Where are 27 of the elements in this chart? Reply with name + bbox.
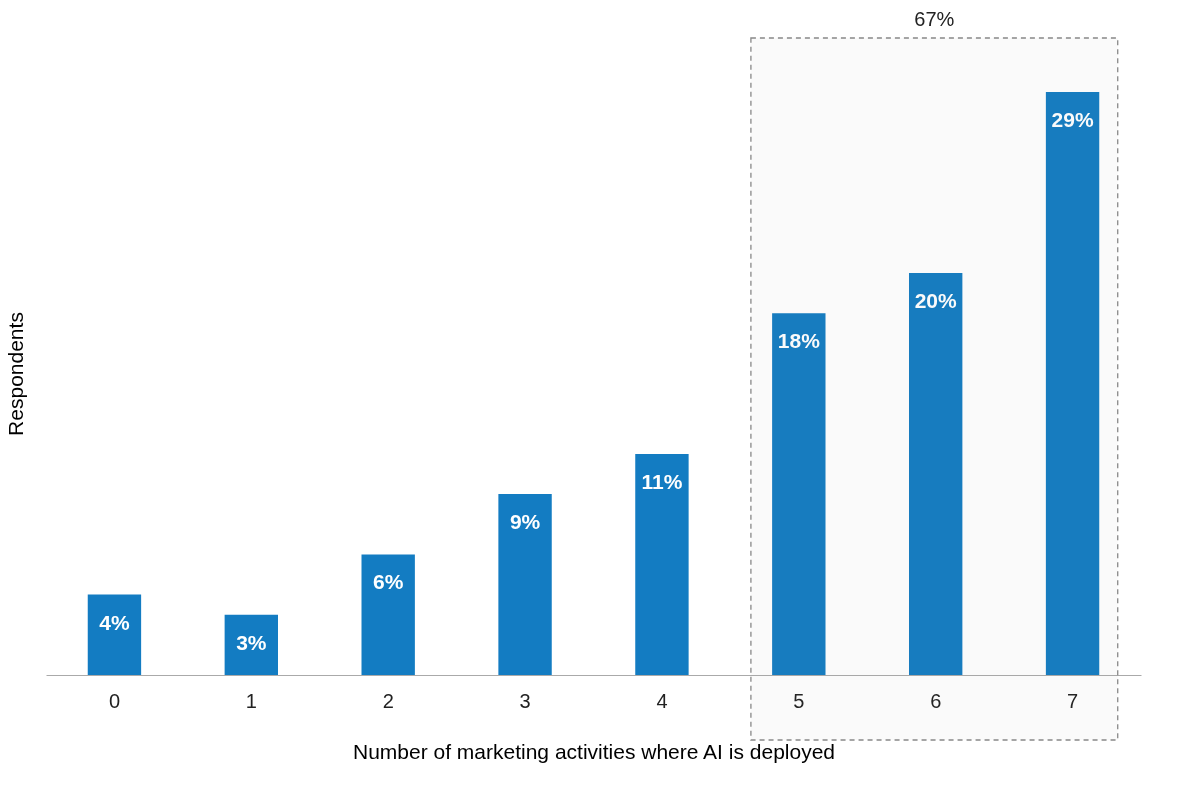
x-tick-label: 2 [382,689,394,712]
band-label: 67% [914,8,955,30]
data-label: 18% [777,329,821,353]
data-label: 9% [509,510,541,534]
x-tick-label: 0 [108,689,120,712]
y-axis-title: Respondents [3,312,27,436]
x-tick-label: 5 [793,689,805,712]
data-label: 20% [914,289,958,312]
data-label: 4% [99,610,130,634]
x-tick-label: 6 [930,689,942,712]
bar [498,494,552,675]
bar [635,453,689,675]
bar [909,273,963,675]
data-label: 6% [373,570,404,594]
bar [361,554,415,675]
data-label: 3% [236,630,267,654]
bar [772,313,826,675]
x-tick-label: 4 [656,689,668,712]
bar [87,594,142,675]
x-axis-title: Number of marketing activities where AI is deployed [352,739,836,763]
x-tick-label: 3 [519,689,531,712]
data-label: 29% [1051,108,1094,132]
x-tick-label: 7 [1067,689,1079,712]
x-tick-label: 1 [245,689,257,712]
bar [224,614,278,675]
bar [1045,92,1100,675]
data-label: 11% [641,469,683,493]
